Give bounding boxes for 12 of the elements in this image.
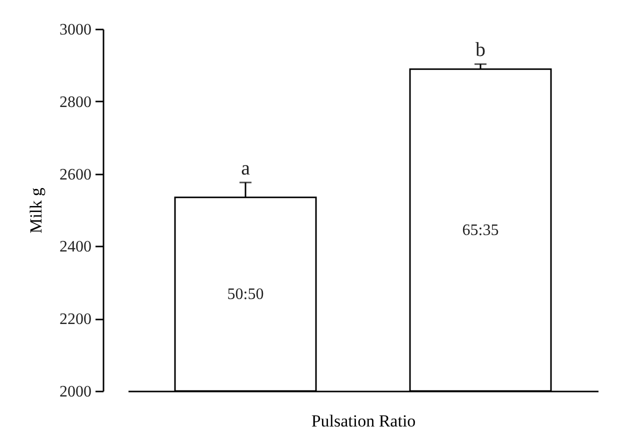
x-tick-label: 65:35: [462, 222, 499, 240]
y-tick-label: 2000: [60, 384, 92, 400]
x-axis-title: Pulsation Ratio: [311, 412, 416, 430]
y-tick-label: 3000: [60, 22, 92, 38]
annotation: b: [476, 39, 486, 62]
annotation: a: [241, 157, 250, 180]
y-tick-label: 2400: [60, 238, 92, 256]
y-tick-label: 2800: [60, 94, 92, 111]
y-tick-label: 2200: [60, 311, 92, 328]
y-tick-label: 2600: [60, 166, 92, 184]
y-axis-title: Milk g: [26, 187, 46, 234]
x-tick-label: 50:50: [227, 286, 264, 304]
